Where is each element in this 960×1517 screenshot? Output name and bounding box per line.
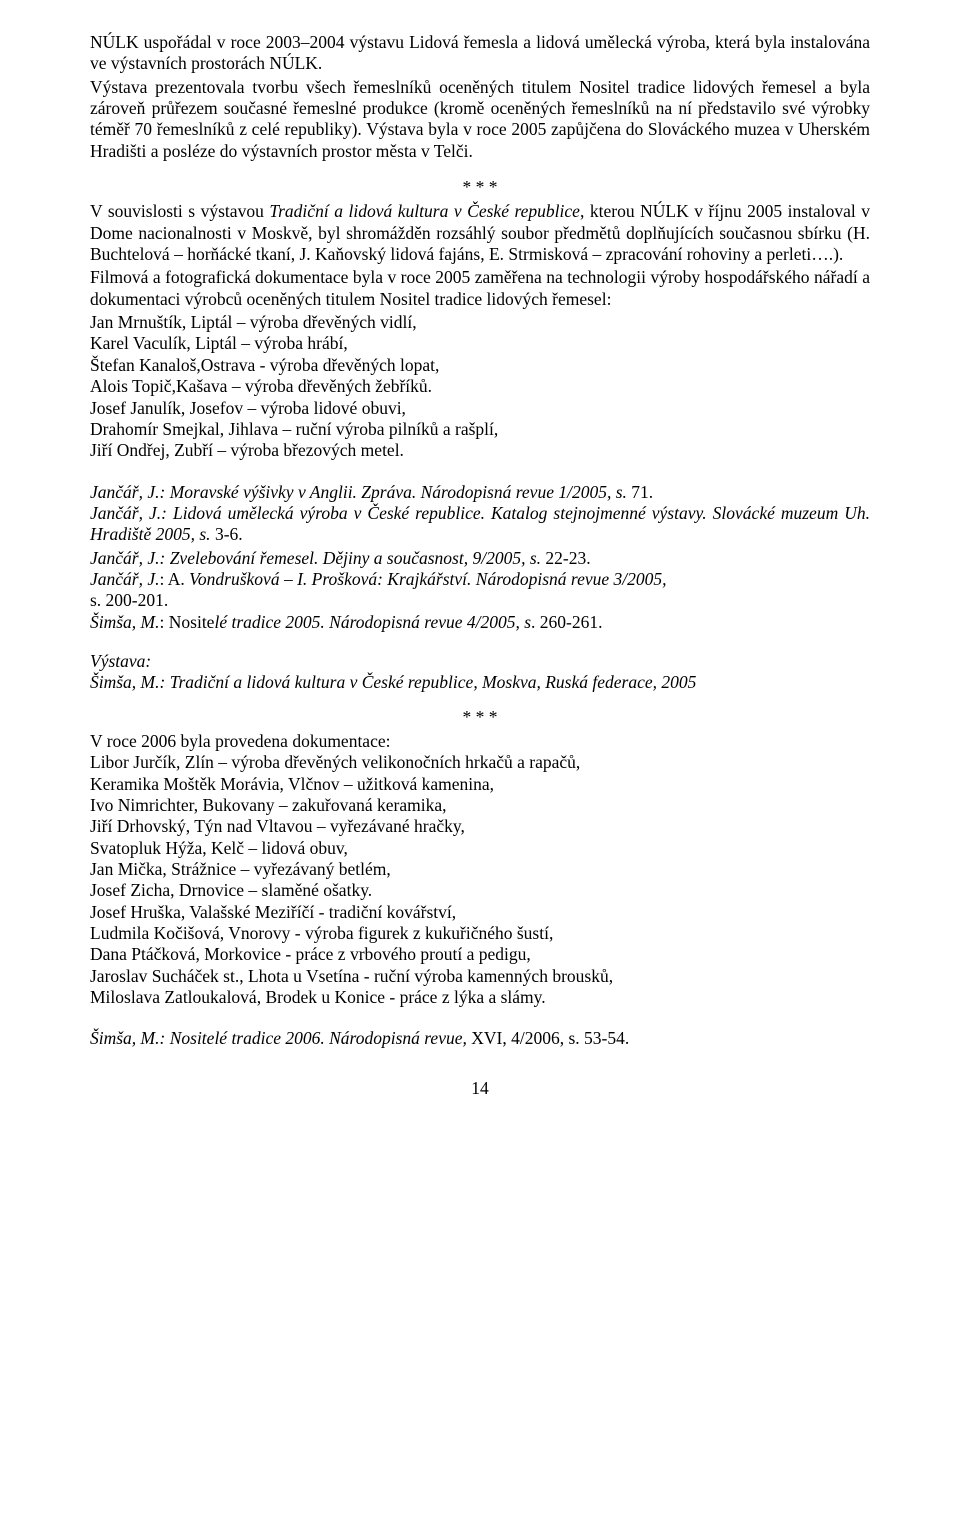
text-italic: lé tradice 2005. Národopisná revue 4/200… — [214, 612, 531, 632]
reference: Šimša, M.: Nositelé tradice 2006. Národo… — [90, 1028, 870, 1049]
text: 22-23. — [545, 548, 590, 568]
paragraph: V souvislosti s výstavou Tradiční a lido… — [90, 201, 870, 265]
text: . 260-261. — [531, 612, 602, 632]
list-item: Josef Zicha, Drnovice – slaměné ošatky. — [90, 880, 870, 901]
list-item: Ludmila Kočišová, Vnorovy - výroba figur… — [90, 923, 870, 944]
text-italic: Tradiční a lidová kultura v České republ… — [269, 201, 580, 221]
text: : A. — [160, 569, 190, 589]
text-italic: Vondrušková – I. Prošková: Krajkářství. … — [189, 569, 666, 589]
list-item: Jan Mrnuštík, Liptál – výroba dřevěných … — [90, 312, 870, 333]
text-italic: Šimša, M.: Nositelé tradice 2006. Národo… — [90, 1028, 467, 1048]
text-italic: Jančář, J.: Moravské výšivky v Anglii. Z… — [90, 482, 631, 502]
list-block: Jan Mrnuštík, Liptál – výroba dřevěných … — [90, 312, 870, 461]
list-item: Jaroslav Sucháček st., Lhota u Vsetína -… — [90, 966, 870, 987]
text: V souvislosti s výstavou — [90, 201, 269, 221]
text: 3-6. — [215, 524, 243, 544]
reference: Šimša, M.: Nositelé tradice 2005. Národo… — [90, 612, 870, 633]
list-item: Karel Vaculík, Liptál – výroba hrábí, — [90, 333, 870, 354]
text: : Nosite — [160, 612, 215, 632]
text-italic: Jančář, J.: Zvelebování řemesel. Dějiny … — [90, 548, 545, 568]
list-item: Drahomír Smejkal, Jihlava – ruční výroba… — [90, 419, 870, 440]
reference: Jančář, J.: A. Vondrušková – I. Prošková… — [90, 569, 870, 590]
text-italic: Šimša, M. — [90, 612, 160, 632]
list-item: Josef Janulík, Josefov – výroba lidové o… — [90, 398, 870, 419]
section-sep: * * * — [90, 707, 870, 728]
paragraph: Výstava prezentovala tvorbu všech řemesl… — [90, 77, 870, 162]
text-italic: Jančář, J.: Lidová umělecká výroba v Čes… — [90, 503, 870, 544]
reference: Jančář, J.: Moravské výšivky v Anglii. Z… — [90, 482, 870, 503]
paragraph: NÚLK uspořádal v roce 2003–2004 výstavu … — [90, 32, 870, 75]
page-number: 14 — [90, 1078, 870, 1099]
reference: Šimša, M.: Tradiční a lidová kultura v Č… — [90, 672, 870, 693]
text: XVI, 4/2006, s. 53-54. — [467, 1028, 629, 1048]
reference: Jančář, J.: Zvelebování řemesel. Dějiny … — [90, 548, 870, 569]
list-item: Libor Jurčík, Zlín – výroba dřevěných ve… — [90, 752, 870, 773]
paragraph: V roce 2006 byla provedena dokumentace: — [90, 731, 870, 752]
paragraph: Filmová a fotografická dokumentace byla … — [90, 267, 870, 310]
list-item: Josef Hruška, Valašské Meziříčí - tradič… — [90, 902, 870, 923]
list-item: Keramika Moštěk Morávia, Vlčnov – užitko… — [90, 774, 870, 795]
list-item: Jiří Drhovský, Týn nad Vltavou – vyřezáv… — [90, 816, 870, 837]
reference: s. 200-201. — [90, 590, 870, 611]
section-sep: * * * — [90, 177, 870, 198]
list-item: Svatopluk Hýža, Kelč – lidová obuv, — [90, 838, 870, 859]
list-block: Libor Jurčík, Zlín – výroba dřevěných ve… — [90, 752, 870, 1008]
text: 71. — [631, 482, 653, 502]
list-item: Jiří Ondřej, Zubří – výroba březových me… — [90, 440, 870, 461]
subheading: Výstava: — [90, 651, 870, 672]
list-item: Alois Topič,Kašava – výroba dřevěných že… — [90, 376, 870, 397]
reference: Jančář, J.: Lidová umělecká výroba v Čes… — [90, 503, 870, 546]
text-italic: Jančář, J. — [90, 569, 160, 589]
list-item: Dana Ptáčková, Morkovice - práce z vrbov… — [90, 944, 870, 965]
document-page: NÚLK uspořádal v roce 2003–2004 výstavu … — [0, 0, 960, 1517]
list-item: Jan Mička, Strážnice – vyřezávaný betlém… — [90, 859, 870, 880]
list-item: Ivo Nimrichter, Bukovany – zakuřovaná ke… — [90, 795, 870, 816]
list-item: Miloslava Zatloukalová, Brodek u Konice … — [90, 987, 870, 1008]
list-item: Štefan Kanaloš,Ostrava - výroba dřevěnýc… — [90, 355, 870, 376]
